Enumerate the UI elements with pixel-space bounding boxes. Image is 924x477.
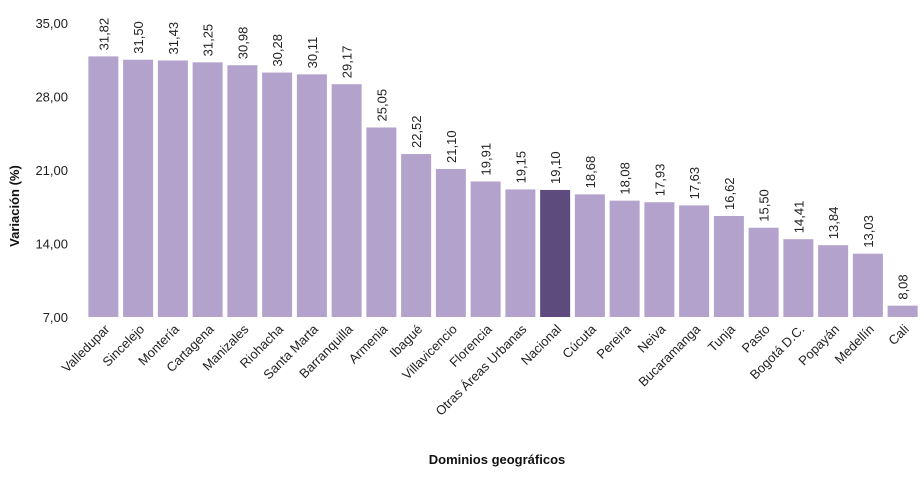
bar (748, 227, 779, 317)
bar (609, 200, 640, 317)
data-label: 31,82 (96, 18, 111, 51)
bar (123, 59, 154, 317)
bar (852, 253, 883, 317)
bar (296, 74, 327, 317)
bar (401, 154, 432, 317)
x-tick-label: Cúcuta (559, 321, 599, 361)
bar (88, 56, 119, 317)
bar (435, 168, 466, 317)
bar (887, 305, 918, 317)
bar (157, 60, 188, 318)
bar (783, 239, 814, 317)
y-tick-label: 35,00 (35, 16, 68, 31)
y-tick-label: 28,00 (35, 90, 68, 105)
data-label: 15,50 (757, 189, 772, 222)
data-label: 31,25 (201, 24, 216, 57)
y-tick-label: 7,00 (43, 310, 68, 325)
data-label: 18,68 (583, 156, 598, 189)
data-label: 30,98 (235, 27, 250, 60)
x-tick-label: Valledupar (59, 321, 113, 375)
y-axis-title: Variación (%) (7, 165, 22, 247)
data-label: 13,84 (826, 207, 841, 240)
x-tick-label: Bucaramanga (635, 321, 703, 389)
data-label: 18,08 (618, 162, 633, 195)
data-label: 30,11 (305, 37, 320, 69)
bar (227, 65, 258, 318)
bars (88, 56, 918, 318)
x-axis-labels: ValleduparSincelejoMonteríaCartagenaMani… (59, 321, 912, 418)
data-label: 25,05 (374, 89, 389, 122)
bar (818, 245, 849, 317)
data-label: 29,17 (340, 46, 355, 79)
data-label: 30,28 (270, 34, 285, 67)
data-label: 17,63 (687, 167, 702, 200)
data-label: 19,15 (513, 151, 528, 184)
y-tick-label: 14,00 (35, 237, 68, 252)
bar (505, 189, 536, 317)
bar (262, 72, 293, 317)
x-tick-label: Armenia (346, 321, 391, 366)
y-tick-label: 21,00 (35, 163, 68, 178)
bar (679, 205, 710, 317)
bar (644, 202, 675, 317)
x-tick-label: Pereira (593, 321, 634, 362)
bar (366, 127, 397, 317)
x-tick-label: Cali (885, 321, 912, 348)
y-axis: 7,00 14,00 21,00 28,00 35,00 (35, 16, 68, 325)
bar (713, 215, 744, 317)
data-label: 21,10 (444, 130, 459, 163)
bar (574, 194, 605, 317)
data-label: 13,03 (861, 215, 876, 248)
data-label: 14,41 (791, 201, 806, 234)
data-label: 31,43 (166, 22, 181, 55)
x-axis-title: Dominios geográficos (429, 452, 566, 467)
data-label: 31,50 (131, 21, 146, 54)
data-labels: 31,82 31,50 31,43 31,25 30,98 30,28 30,11 29,17… (96, 18, 910, 300)
data-label: 19,91 (479, 143, 494, 176)
bar (331, 84, 362, 317)
bar (192, 62, 223, 317)
data-label: 19,10 (548, 151, 563, 184)
x-tick-label: Tunja (705, 321, 739, 355)
data-label: 22,52 (409, 115, 424, 148)
data-label: 16,62 (722, 177, 737, 210)
bar (540, 189, 571, 317)
data-label: 17,93 (652, 164, 667, 197)
bar (470, 181, 501, 317)
data-label: 8,08 (896, 274, 911, 299)
x-tick-label: Medellín (832, 322, 877, 367)
